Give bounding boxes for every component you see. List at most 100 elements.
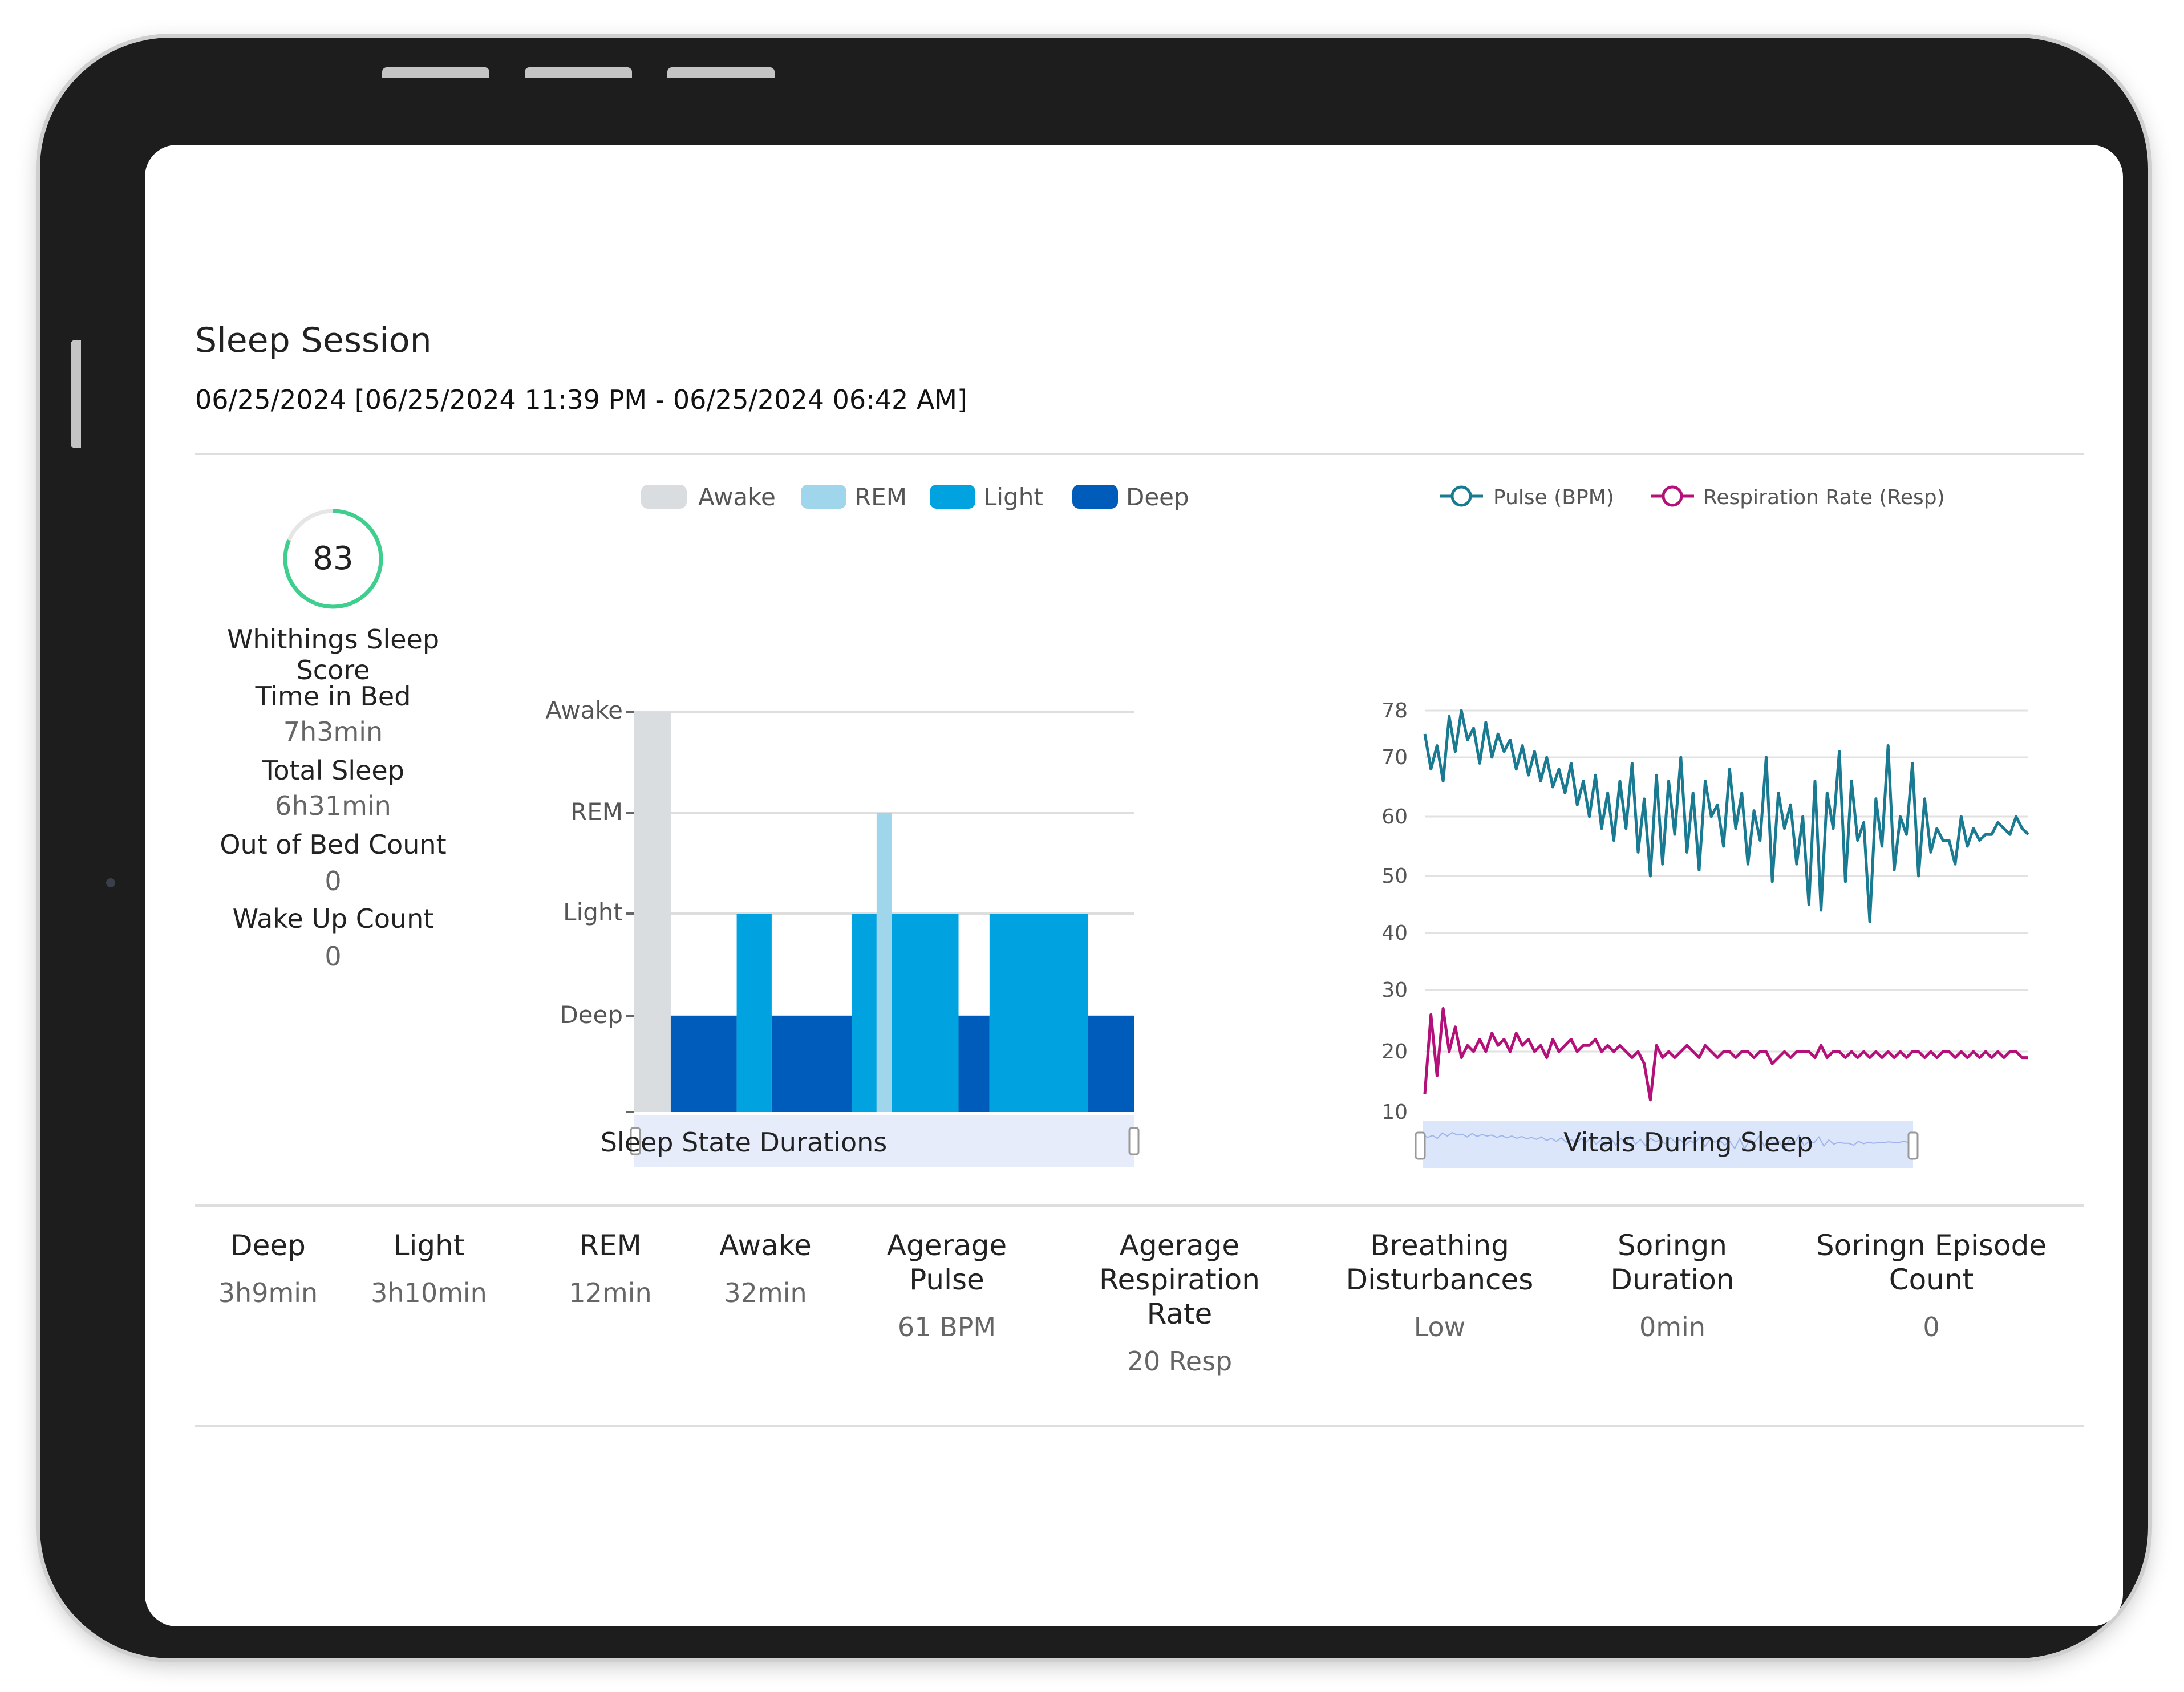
stat-soringn-duration: Soringn Duration 0min [1581, 1228, 1764, 1342]
legend-item-light[interactable]: Light [930, 483, 1043, 511]
stat-label: Agerage Pulse [886, 1229, 1007, 1296]
legend-label-deep: Deep [1126, 483, 1189, 511]
legend-label-awake: Awake [698, 483, 776, 511]
stat-value: 3h10min [371, 1277, 487, 1308]
stat-agerage-pulse: Agerage Pulse 61 BPM [856, 1228, 1038, 1342]
slider-preview-line [1422, 1131, 1914, 1151]
stat-value: 32min [724, 1277, 807, 1308]
slider-handle-left[interactable] [1415, 1131, 1426, 1160]
respiration-series-line[interactable] [1423, 1007, 2028, 1102]
wake-up-count-label: Wake Up Count [232, 903, 434, 934]
legend-item-rem[interactable]: REM [801, 483, 907, 511]
sleep-bar-light[interactable] [736, 914, 772, 1112]
sleep-range-slider[interactable] [630, 1115, 1140, 1167]
legend-item-respiration[interactable]: Respiration Rate (Resp) [1651, 485, 1945, 509]
slider-handle-right[interactable] [1907, 1131, 1919, 1160]
out-of-bed-count-value: 0 [325, 866, 342, 896]
y-tick-label-deep: Deep [560, 1001, 623, 1029]
y-tick-label-light: Light [563, 898, 623, 926]
slider-handle-left[interactable] [630, 1127, 641, 1155]
sleep-bar-deep[interactable] [958, 1016, 990, 1112]
divider [195, 1204, 2084, 1207]
y-tick-label: 30 [1381, 979, 1408, 1002]
out-of-bed-count-label: Out of Bed Count [220, 829, 447, 860]
page-title: Sleep Session [195, 320, 432, 360]
y-tick-label: 60 [1381, 805, 1408, 829]
stat-value: 20 Resp [1127, 1346, 1233, 1377]
stat-awake: Awake 32min [686, 1228, 845, 1308]
legend-item-deep[interactable]: Deep [1072, 483, 1189, 511]
legend-label-pulse: Pulse (BPM) [1493, 486, 1614, 509]
hardware-button [382, 67, 489, 78]
wake-up-count-value: 0 [325, 941, 342, 972]
legend-marker-respiration [1662, 485, 1683, 507]
sleep-score-ring [283, 509, 383, 609]
vitals-chart: Pulse (BPM) Respiration Rate (Resp) 10 20… [1381, 485, 2029, 1168]
slider-track[interactable] [1423, 1121, 1913, 1168]
total-sleep-value: 6h31min [275, 790, 391, 821]
sleep-bar-light[interactable] [989, 914, 1088, 1112]
legend-swatch-rem [801, 485, 846, 509]
sleep-bar-light[interactable] [892, 914, 959, 1112]
y-tick-label: 20 [1381, 1040, 1408, 1064]
y-tick-label: 40 [1381, 922, 1408, 945]
vitals-chart-caption: Vitals During Sleep [1563, 1127, 1813, 1158]
legend-label-respiration: Respiration Rate (Resp) [1703, 486, 1945, 509]
legend-item-awake[interactable]: Awake [641, 483, 776, 511]
stat-soringn-episode-count: Soringn Episode Count 0 [1789, 1228, 2074, 1342]
stat-value: Low [1413, 1312, 1466, 1342]
legend-swatch-awake [641, 485, 687, 509]
y-tick-label: 70 [1381, 746, 1408, 769]
session-date-range: 06/25/2024 [06/25/2024 11:39 PM - 06/25/… [195, 384, 967, 415]
sleep-bar-deep[interactable] [1088, 1016, 1134, 1112]
divider [195, 1425, 2084, 1427]
stat-rem: REM 12min [530, 1228, 690, 1308]
time-in-bed-label: Time in Bed [255, 681, 411, 712]
volume-button [71, 340, 81, 448]
legend-swatch-light [930, 485, 975, 509]
stat-label: Soringn Episode Count [1816, 1229, 2047, 1296]
hardware-button [525, 67, 632, 78]
stat-label: REM [579, 1229, 642, 1262]
stat-value: 0min [1639, 1312, 1705, 1342]
sleep-bar-deep[interactable] [670, 1016, 737, 1112]
stat-label: Light [393, 1229, 465, 1262]
legend-swatch-deep [1072, 485, 1118, 509]
sleep-bar-awake[interactable] [634, 712, 671, 1112]
stat-value: 12min [569, 1277, 652, 1308]
slider-handle-right[interactable] [1128, 1127, 1140, 1155]
slider-track[interactable] [634, 1115, 1134, 1167]
sleep-chart-caption: Sleep State Durations [600, 1127, 888, 1158]
sleep-bar-light[interactable] [852, 914, 877, 1112]
app-screen: Sleep Session 06/25/2024 [06/25/2024 11:… [145, 145, 2123, 1626]
tablet-frame: Sleep Session 06/25/2024 [06/25/2024 11:… [40, 38, 2148, 1658]
stat-label: Soringn Duration [1610, 1229, 1735, 1296]
sleep-bar-rem[interactable] [876, 813, 892, 1112]
sleep-bar-deep[interactable] [771, 1016, 852, 1112]
stat-label: Breathing Disturbances [1346, 1229, 1534, 1296]
divider [195, 453, 2084, 455]
y-tick-label-rem: REM [570, 798, 623, 826]
vitals-legend: Pulse (BPM) Respiration Rate (Resp) [1440, 485, 1945, 509]
stat-breathing-disturbances: Breathing Disturbances Low [1320, 1228, 1559, 1342]
stat-light: Light 3h10min [343, 1228, 514, 1308]
vitals-range-slider[interactable] [1415, 1121, 1919, 1168]
y-tick-label: 50 [1381, 865, 1408, 888]
legend-item-pulse[interactable]: Pulse (BPM) [1440, 485, 1614, 509]
legend-label-rem: REM [854, 483, 907, 511]
stat-value: 0 [1923, 1312, 1940, 1342]
legend-marker-pulse [1450, 485, 1472, 507]
stat-value: 3h9min [218, 1277, 318, 1308]
sleep-bars [634, 712, 1134, 1112]
sleep-legend: Awake REM Light Deep [641, 483, 1189, 511]
stat-label: Agerage Respiration Rate [1099, 1229, 1260, 1330]
y-tick-label: 10 [1381, 1101, 1408, 1124]
time-in-bed-value: 7h3min [283, 716, 383, 747]
stat-deep: Deep 3h9min [194, 1228, 342, 1308]
pulse-series-line[interactable] [1423, 709, 2029, 923]
slider-preview [1422, 1131, 1914, 1151]
sleep-score-value: 83 [313, 540, 354, 577]
stat-label: Deep [230, 1229, 306, 1262]
vitals-lines [1423, 709, 2029, 1102]
total-sleep-label: Total Sleep [262, 755, 404, 786]
